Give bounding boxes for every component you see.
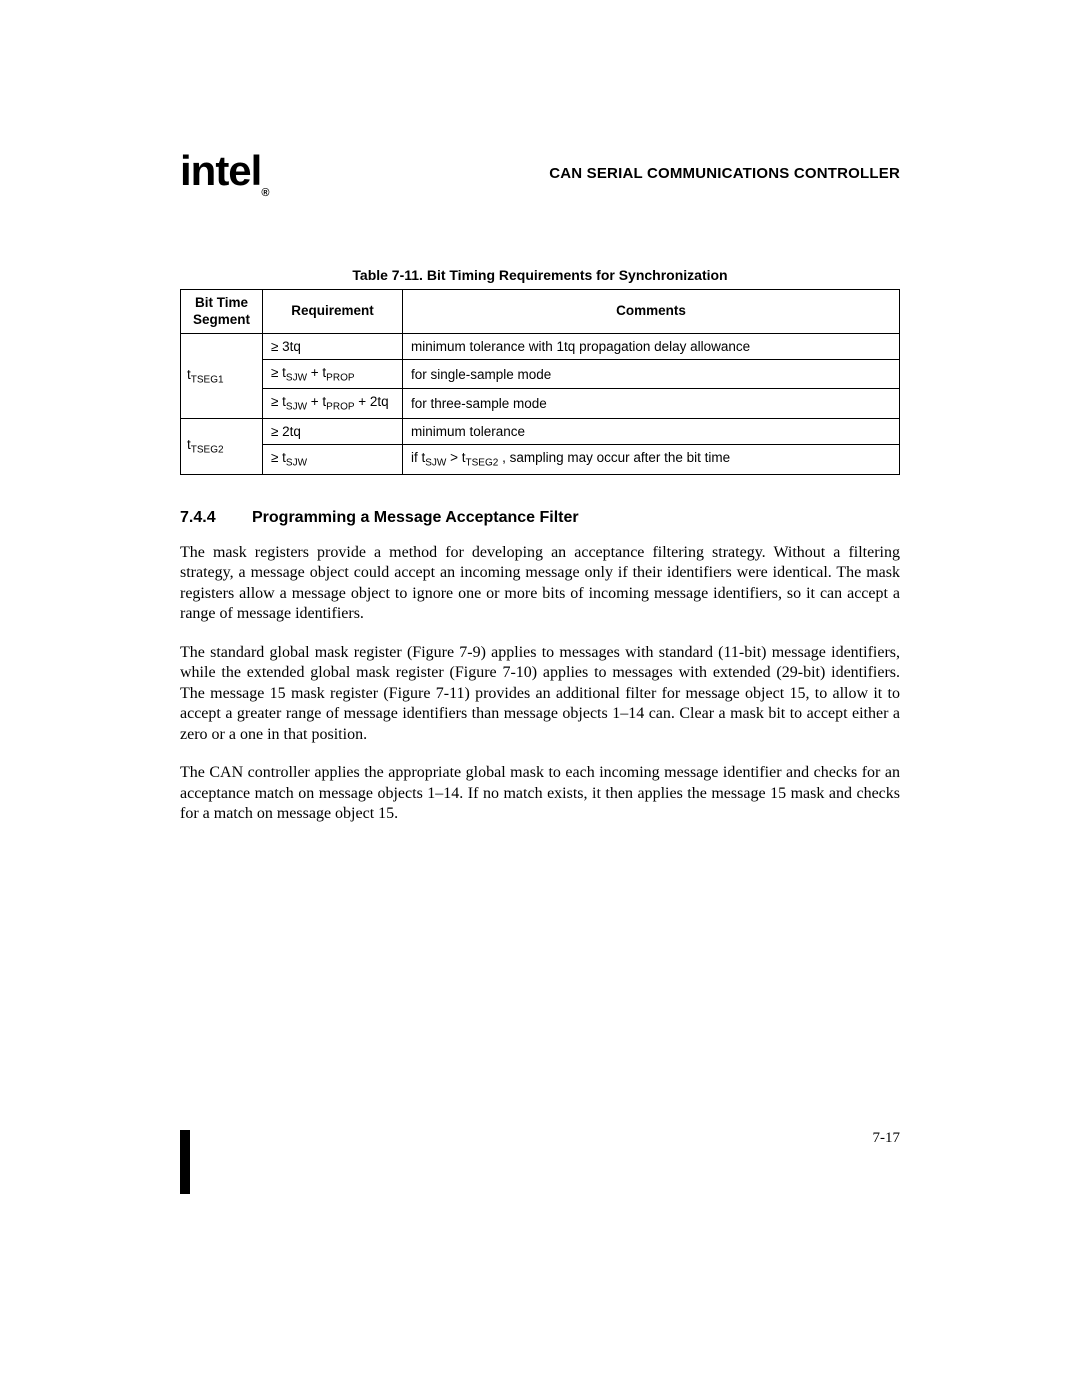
col-header-requirement: Requirement — [263, 290, 403, 333]
logo-text: intel — [180, 147, 261, 194]
section-title: Programming a Message Acceptance Filter — [252, 509, 579, 526]
req-cell: ≥ 2tq — [263, 419, 403, 445]
comment-cell: minimum tolerance — [403, 419, 900, 445]
intel-logo: intel® — [180, 150, 268, 197]
table-caption: Table 7-11. Bit Timing Requirements for … — [180, 267, 900, 283]
table-row: tTSEG2 ≥ 2tq minimum tolerance — [181, 419, 900, 445]
table-body: tTSEG1 ≥ 3tq minimum tolerance with 1tq … — [181, 333, 900, 474]
req-cell: ≥ tSJW — [263, 445, 403, 475]
margin-bar-icon — [180, 1130, 190, 1194]
comment-cell: for single-sample mode — [403, 359, 900, 389]
page-header: intel® CAN SERIAL COMMUNICATIONS CONTROL… — [180, 150, 900, 197]
req-cell: ≥ 3tq — [263, 333, 403, 359]
col-header-segment: Bit Time Segment — [181, 290, 263, 333]
table-row: tTSEG1 ≥ 3tq minimum tolerance with 1tq … — [181, 333, 900, 359]
page-number: 7-17 — [873, 1130, 901, 1147]
table-row: ≥ tSJW if tSJW > tTSEG2 , sampling may o… — [181, 445, 900, 475]
table-row: ≥ tSJW + tPROP + 2tq for three-sample mo… — [181, 389, 900, 419]
comment-cell: for three-sample mode — [403, 389, 900, 419]
table-row: ≥ tSJW + tPROP for single-sample mode — [181, 359, 900, 389]
comment-cell: minimum tolerance with 1tq propagation d… — [403, 333, 900, 359]
req-cell: ≥ tSJW + tPROP + 2tq — [263, 389, 403, 419]
body-paragraph: The standard global mask register (Figur… — [180, 643, 900, 745]
page-content: intel® CAN SERIAL COMMUNICATIONS CONTROL… — [180, 150, 900, 842]
seg2-label: tTSEG2 — [181, 419, 263, 475]
req-cell: ≥ tSJW + tPROP — [263, 359, 403, 389]
logo-reg-mark: ® — [261, 187, 268, 199]
section-heading: 7.4.4Programming a Message Acceptance Fi… — [180, 509, 900, 527]
col-header-comments: Comments — [403, 290, 900, 333]
table-header-row: Bit Time Segment Requirement Comments — [181, 290, 900, 333]
section-number: 7.4.4 — [180, 509, 252, 527]
seg1-label: tTSEG1 — [181, 333, 263, 418]
body-paragraph: The CAN controller applies the appropria… — [180, 763, 900, 824]
comment-cell: if tSJW > tTSEG2 , sampling may occur af… — [403, 445, 900, 475]
bit-timing-table: Bit Time Segment Requirement Comments tT… — [180, 289, 900, 474]
body-paragraph: The mask registers provide a method for … — [180, 543, 900, 625]
document-title: CAN SERIAL COMMUNICATIONS CONTROLLER — [549, 165, 900, 182]
